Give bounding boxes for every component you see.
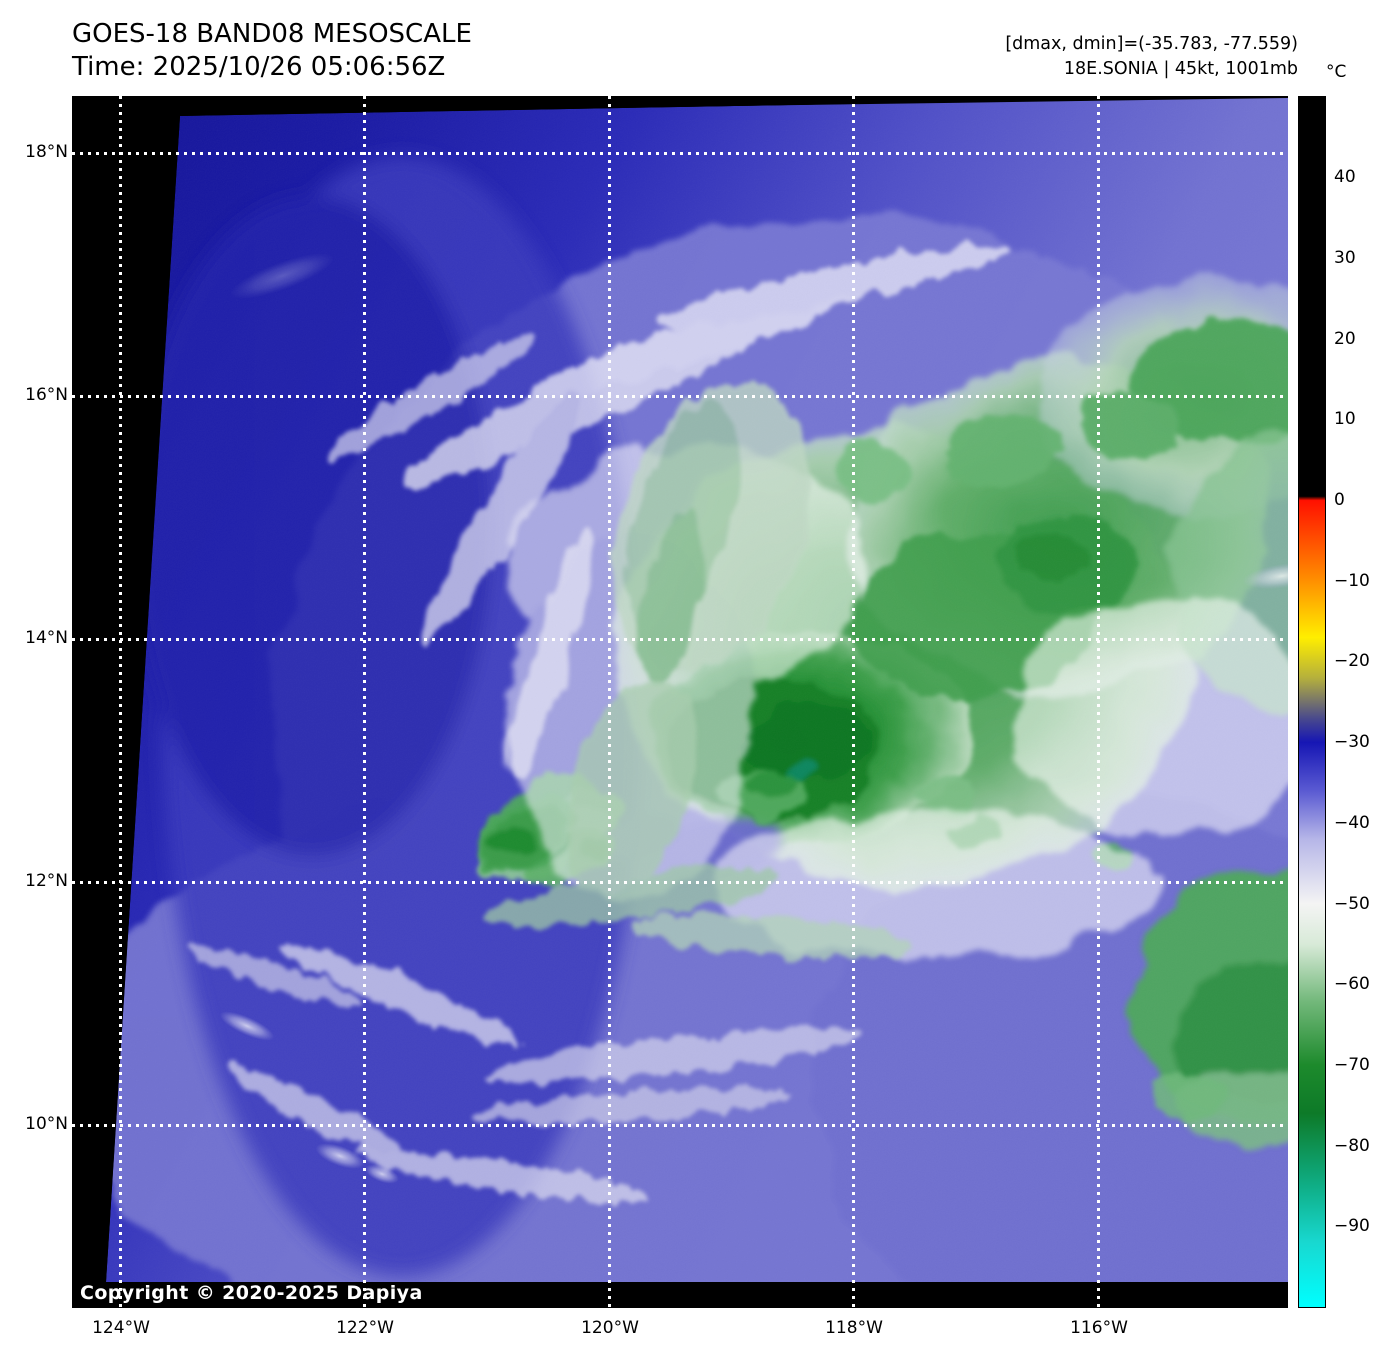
colorbar-unit-label: °C	[1326, 62, 1347, 82]
ytick-label-14n: 14°N	[25, 628, 68, 648]
xtick-label-116w: 116°W	[1070, 1318, 1128, 1338]
cbar-tick-10: 10	[1334, 409, 1356, 429]
page-title: GOES-18 BAND08 MESOSCALE	[72, 19, 472, 49]
header-meta-block: [dmax, dmin]=(-35.783, -77.559) 18E.SONI…	[1005, 32, 1298, 82]
xtick-label-122w: 122°W	[336, 1318, 394, 1338]
cbar-tick-0: 0	[1334, 490, 1345, 510]
xtick-label-118w: 118°W	[825, 1318, 883, 1338]
dmax-dmin-label: [dmax, dmin]=(-35.783, -77.559)	[1005, 34, 1298, 54]
xtick-label-124w: 124°W	[92, 1318, 150, 1338]
temperature-colorbar[interactable]	[1298, 96, 1326, 1308]
header-title-block: GOES-18 BAND08 MESOSCALE Time: 2025/10/2…	[72, 18, 472, 85]
cbar-tick-40: 40	[1334, 167, 1356, 187]
cbar-tick-m60: −60	[1334, 974, 1370, 994]
cbar-tick-m80: −80	[1334, 1136, 1370, 1156]
ytick-label-10n: 10°N	[25, 1114, 68, 1134]
cbar-tick-m50: −50	[1334, 894, 1370, 914]
cbar-tick-m90: −90	[1334, 1216, 1370, 1236]
cbar-tick-m20: −20	[1334, 651, 1370, 671]
ytick-label-12n: 12°N	[25, 871, 68, 891]
satellite-imagery	[72, 96, 1288, 1308]
cbar-tick-20: 20	[1334, 329, 1356, 349]
ytick-label-16n: 16°N	[25, 385, 68, 405]
timestamp-label: Time: 2025/10/26 05:06:56Z	[72, 52, 446, 83]
colorbar-gradient	[1299, 97, 1325, 1307]
copyright-label: Copyright © 2020-2025 Dapiya	[80, 1282, 423, 1304]
cbar-tick-m30: −30	[1334, 732, 1370, 752]
cbar-tick-30: 30	[1334, 248, 1356, 268]
cbar-tick-m70: −70	[1334, 1055, 1370, 1075]
storm-info-label: 18E.SONIA | 45kt, 1001mb	[1063, 58, 1298, 79]
xtick-label-120w: 120°W	[581, 1318, 639, 1338]
ytick-label-18n: 18°N	[25, 142, 68, 162]
cbar-tick-m10: −10	[1334, 571, 1370, 591]
cbar-tick-m40: −40	[1334, 813, 1370, 833]
satellite-image-plot[interactable]	[72, 96, 1288, 1308]
